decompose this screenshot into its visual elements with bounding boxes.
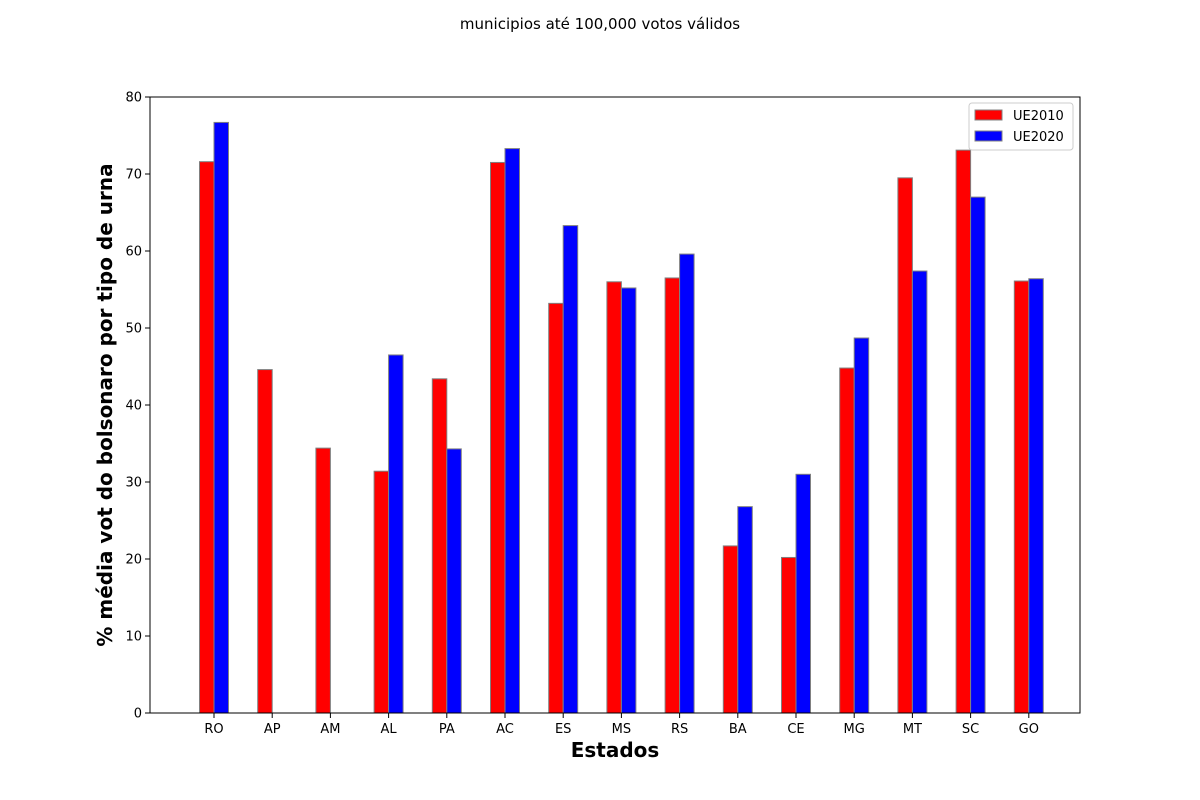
bar-ue2010-ce bbox=[781, 556, 797, 714]
x-tick-label: AL bbox=[381, 722, 398, 737]
y-axis: 0 10 20 30 40 50 60 70 80 bbox=[125, 91, 150, 722]
bar-ue2010-ap bbox=[257, 369, 273, 714]
x-tick-label: RO bbox=[204, 722, 223, 737]
y-tick-label: 0 bbox=[134, 707, 142, 722]
x-tick-label: GO bbox=[1019, 722, 1039, 737]
x-tick-label: AM bbox=[320, 722, 340, 737]
bars-group bbox=[199, 121, 1044, 714]
bar-ue2010-rs bbox=[664, 277, 681, 714]
bar-ue2020-ac bbox=[504, 148, 520, 714]
x-tick-label: BA bbox=[729, 722, 747, 737]
x-axis: RO AP AM AL PA AC ES MS RS BA CE MG MT SC GO bbox=[204, 713, 1039, 737]
bar-ue2020-es bbox=[562, 225, 579, 714]
bar-ue2010-al bbox=[373, 470, 390, 714]
x-tick-label: MG bbox=[844, 722, 865, 737]
bar-ue2020-go bbox=[1028, 278, 1044, 714]
bar-ue2010-mg bbox=[839, 367, 855, 714]
bar-ue2010-ms bbox=[606, 281, 622, 714]
bar-ue2020-ce bbox=[795, 473, 811, 714]
x-axis-title: Estados bbox=[571, 738, 660, 762]
bar-ue2020-al bbox=[388, 354, 404, 714]
legend-swatch-ue2020 bbox=[974, 130, 1003, 142]
legend-swatch-ue2010 bbox=[974, 109, 1003, 121]
bar-ue2020-mg bbox=[853, 337, 870, 714]
bar-ue2020-rs bbox=[679, 253, 695, 714]
legend-label-ue2010: UE2010 bbox=[1013, 109, 1064, 124]
y-tick-label: 60 bbox=[125, 245, 142, 260]
x-tick-label: MS bbox=[612, 722, 631, 737]
y-tick-label: 50 bbox=[125, 322, 142, 337]
bar-ue2010-pa bbox=[431, 378, 448, 714]
x-tick-label: ES bbox=[555, 722, 571, 737]
bar-ue2010-es bbox=[548, 302, 564, 714]
bar-ue2010-ro bbox=[199, 161, 215, 714]
x-tick-label: PA bbox=[439, 722, 455, 737]
y-tick-label: 20 bbox=[125, 553, 142, 568]
bar-ue2010-mt bbox=[897, 177, 913, 714]
bar-ue2020-sc bbox=[970, 196, 986, 714]
bar-ue2010-ba bbox=[722, 545, 739, 714]
y-tick-label: 70 bbox=[125, 168, 142, 183]
bar-ue2010-ac bbox=[490, 161, 506, 714]
y-axis-title: % média vot do bolsonaro por tipo de urn… bbox=[93, 163, 117, 646]
bar-ue2020-mt bbox=[911, 270, 928, 714]
legend-label-ue2020: UE2020 bbox=[1013, 130, 1064, 145]
chart-title: municipios até 100,000 votos válidos bbox=[460, 15, 740, 33]
x-tick-label: RS bbox=[671, 722, 688, 737]
x-tick-label: SC bbox=[962, 722, 979, 737]
legend: UE2010 UE2020 bbox=[968, 102, 1074, 151]
y-tick-label: 30 bbox=[125, 476, 142, 491]
y-tick-label: 80 bbox=[125, 91, 142, 106]
x-tick-label: CE bbox=[787, 722, 804, 737]
bar-ue2010-am bbox=[315, 447, 331, 714]
x-tick-label: MT bbox=[903, 722, 922, 737]
bar-ue2010-sc bbox=[955, 149, 972, 714]
bar-ue2010-go bbox=[1013, 280, 1030, 714]
bar-ue2020-ro bbox=[213, 121, 229, 714]
bar-ue2020-pa bbox=[446, 448, 462, 714]
y-tick-label: 10 bbox=[125, 630, 142, 645]
x-tick-label: AC bbox=[496, 722, 514, 737]
bar-ue2020-ms bbox=[620, 287, 637, 714]
x-tick-label: AP bbox=[264, 722, 281, 737]
y-tick-label: 40 bbox=[125, 399, 142, 414]
bar-ue2020-ba bbox=[737, 506, 753, 714]
